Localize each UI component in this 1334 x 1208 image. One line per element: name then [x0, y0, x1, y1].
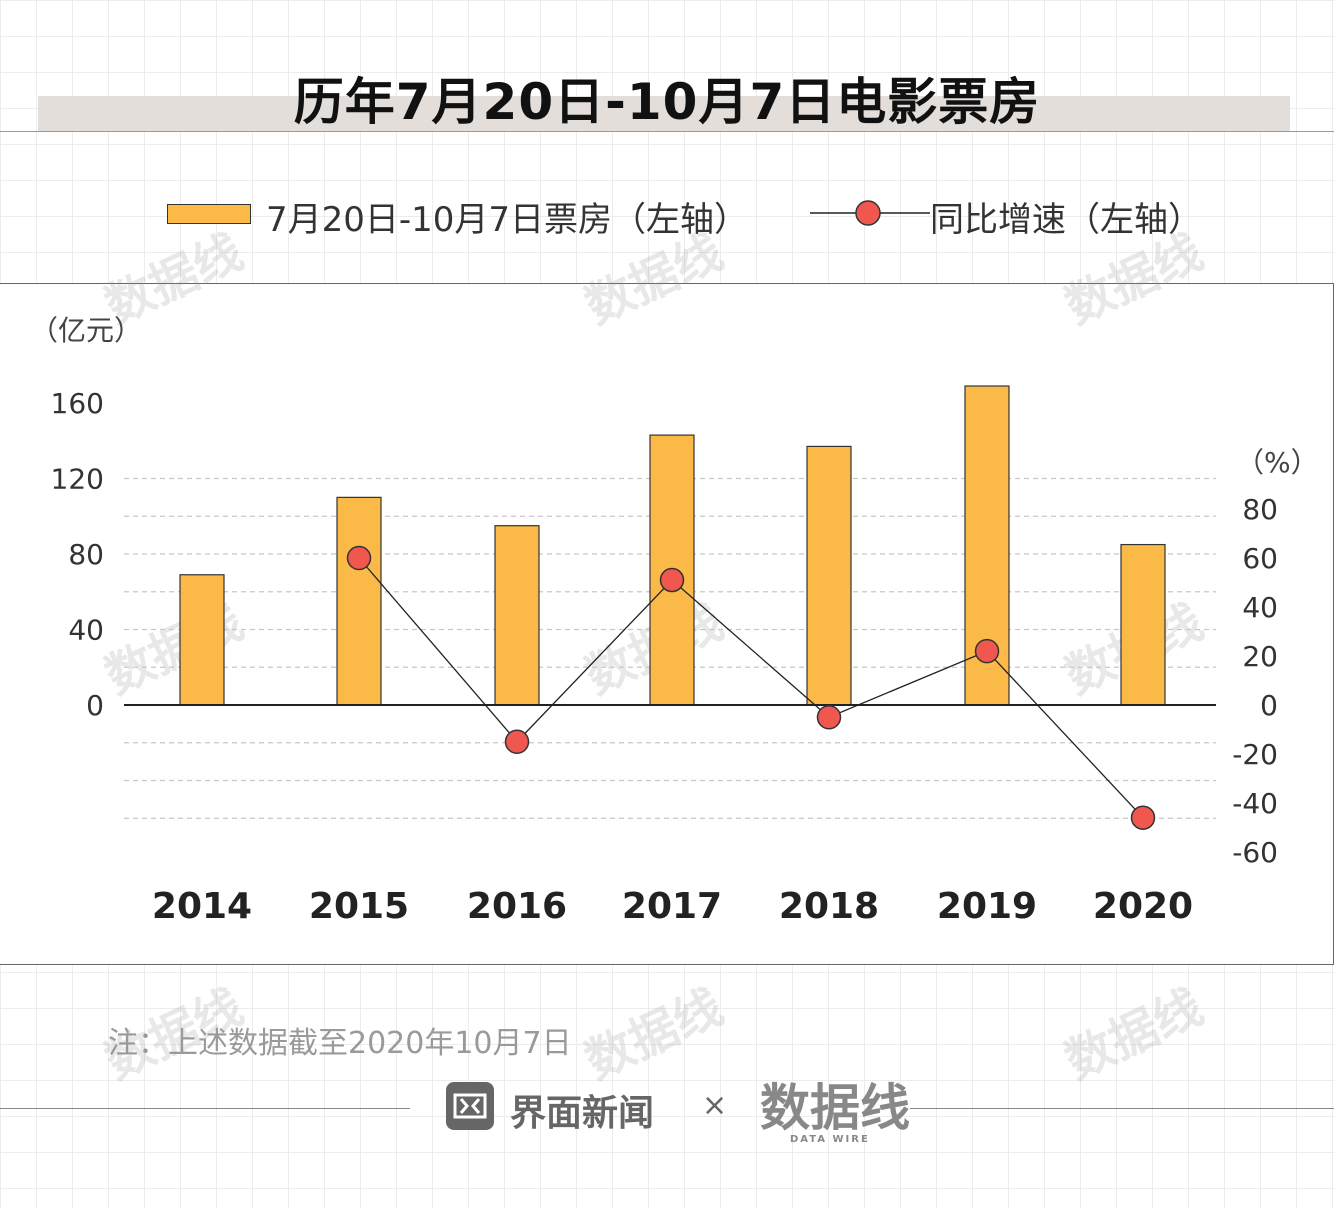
- right-axis-tick-label: 40: [1242, 591, 1278, 624]
- title-rule: [0, 131, 1334, 132]
- legend-line-label: 同比增速（左轴）: [930, 200, 1202, 240]
- growth-point: [659, 567, 685, 593]
- right-axis-tick-label: -40: [1232, 787, 1278, 820]
- growth-point: [1130, 805, 1156, 830]
- footer-brand-datawire: 数据线: [760, 1079, 910, 1137]
- bar: [179, 574, 225, 706]
- growth-point: [346, 545, 372, 571]
- right-axis-tick-label: -60: [1232, 836, 1278, 869]
- legend-bar-label: 7月20日-10月7日票房（左轴）: [266, 200, 749, 240]
- growth-line: [358, 557, 1144, 819]
- footer-brand-datawire-sub: DATA WIRE: [790, 1134, 870, 1145]
- bar: [1120, 543, 1166, 706]
- x-axis-category-label: 2014: [152, 886, 252, 927]
- left-axis-tick-label: 40: [68, 614, 104, 647]
- right-axis-tick-label: -20: [1232, 738, 1278, 771]
- chart-title: 历年7月20日-10月7日电影票房: [293, 73, 1041, 131]
- footer-rule-right: [910, 1108, 1334, 1109]
- bar: [494, 525, 540, 706]
- growth-point: [974, 638, 1000, 664]
- left-axis-tick-label: 120: [51, 463, 104, 496]
- right-axis-tick-label: 20: [1242, 640, 1278, 673]
- x-axis-category-label: 2016: [467, 886, 567, 927]
- legend-line-swatch: [810, 200, 930, 226]
- bar: [806, 445, 852, 706]
- bar: [336, 496, 382, 706]
- footer-cross: ×: [702, 1088, 728, 1123]
- jiemian-logo-icon: [446, 1082, 494, 1130]
- growth-point: [504, 729, 530, 754]
- footer-brand-jiemian: 界面新闻: [510, 1093, 655, 1134]
- x-axis-category-label: 2018: [779, 886, 879, 927]
- left-axis-tick-label: 0: [86, 689, 104, 722]
- right-axis-unit: （%）: [1236, 446, 1319, 479]
- x-axis-category-label: 2020: [1093, 886, 1193, 927]
- footer-rule-left: [0, 1108, 410, 1109]
- growth-point: [816, 705, 842, 730]
- left-axis-unit: （亿元）: [30, 314, 142, 347]
- title-band: [38, 96, 1290, 131]
- x-axis-category-label: 2015: [309, 886, 409, 927]
- left-axis-tick-label: 80: [68, 538, 104, 571]
- x-axis-category-label: 2019: [937, 886, 1037, 927]
- right-axis-tick-label: 80: [1242, 493, 1278, 526]
- x-axis-category-label: 2017: [622, 886, 722, 927]
- left-axis-tick-label: 160: [51, 387, 104, 420]
- right-axis-tick-label: 0: [1260, 689, 1278, 722]
- right-axis-tick-label: 60: [1242, 542, 1278, 575]
- footnote: 注：上述数据截至2020年10月7日: [108, 1026, 572, 1061]
- legend-bar-swatch: [167, 204, 251, 224]
